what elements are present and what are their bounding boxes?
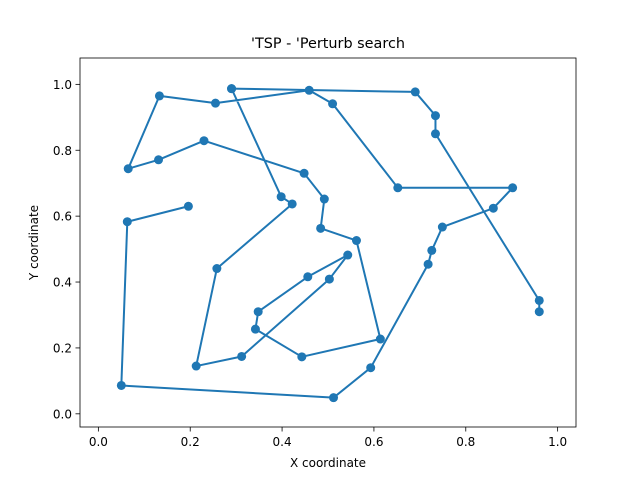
y-tick-label: 0.2 bbox=[53, 341, 72, 355]
city-point bbox=[299, 168, 309, 178]
city-point bbox=[250, 324, 260, 334]
city-point bbox=[191, 361, 201, 371]
y-tick-label: 0.4 bbox=[53, 276, 72, 290]
city-point bbox=[488, 203, 498, 213]
axes-frame bbox=[79, 57, 577, 428]
city-point bbox=[297, 352, 307, 362]
city-point bbox=[316, 223, 326, 233]
city-point bbox=[303, 272, 313, 282]
city-point bbox=[287, 199, 297, 209]
city-point bbox=[508, 183, 518, 193]
city-point bbox=[423, 259, 433, 269]
city-point bbox=[437, 222, 447, 232]
city-point bbox=[227, 84, 237, 94]
city-point bbox=[534, 295, 544, 305]
city-point bbox=[199, 136, 209, 146]
city-point bbox=[319, 194, 329, 204]
city-point bbox=[183, 201, 193, 211]
y-tick-label: 1.0 bbox=[53, 78, 72, 92]
y-tick-label: 0.0 bbox=[53, 407, 72, 421]
city-point bbox=[122, 217, 132, 227]
city-point bbox=[427, 245, 437, 255]
city-point bbox=[276, 192, 286, 202]
city-point bbox=[351, 236, 361, 246]
x-tick-label: 0.4 bbox=[273, 435, 292, 449]
city-point bbox=[324, 274, 334, 284]
city-point bbox=[375, 334, 385, 344]
city-point bbox=[212, 264, 222, 274]
city-point bbox=[154, 91, 164, 101]
city-point bbox=[210, 98, 220, 108]
city-point bbox=[253, 307, 263, 317]
plot-layer bbox=[116, 84, 544, 403]
city-point bbox=[430, 111, 440, 121]
y-tick-label: 0.8 bbox=[53, 144, 72, 158]
ticks-layer: 0.0 0.2 0.4 0.6 0.8 1.0 0.0 0.2 0.4 0.6 0.8 1.0 bbox=[53, 78, 567, 449]
city-point bbox=[393, 183, 403, 193]
y-axis-label: Y coordinate bbox=[27, 205, 41, 281]
city-point bbox=[123, 164, 133, 174]
x-tick-label: 0.6 bbox=[364, 435, 383, 449]
city-point bbox=[366, 363, 376, 373]
x-axis-label: X coordinate bbox=[290, 456, 366, 470]
city-point bbox=[343, 250, 353, 260]
y-tick-label: 0.6 bbox=[53, 210, 72, 224]
city-point bbox=[410, 87, 420, 97]
city-point bbox=[328, 99, 338, 109]
x-tick-label: 1.0 bbox=[548, 435, 567, 449]
city-point bbox=[304, 85, 314, 95]
city-point bbox=[154, 155, 164, 165]
x-tick-label: 0.2 bbox=[181, 435, 200, 449]
chart-title: 'TSP - 'Perturb search bbox=[251, 36, 405, 52]
city-point bbox=[237, 351, 247, 361]
city-point bbox=[116, 380, 126, 390]
x-tick-label: 0.0 bbox=[89, 435, 108, 449]
city-point bbox=[430, 129, 440, 139]
city-point bbox=[534, 307, 544, 317]
city-point bbox=[329, 393, 339, 403]
x-tick-label: 0.8 bbox=[456, 435, 475, 449]
